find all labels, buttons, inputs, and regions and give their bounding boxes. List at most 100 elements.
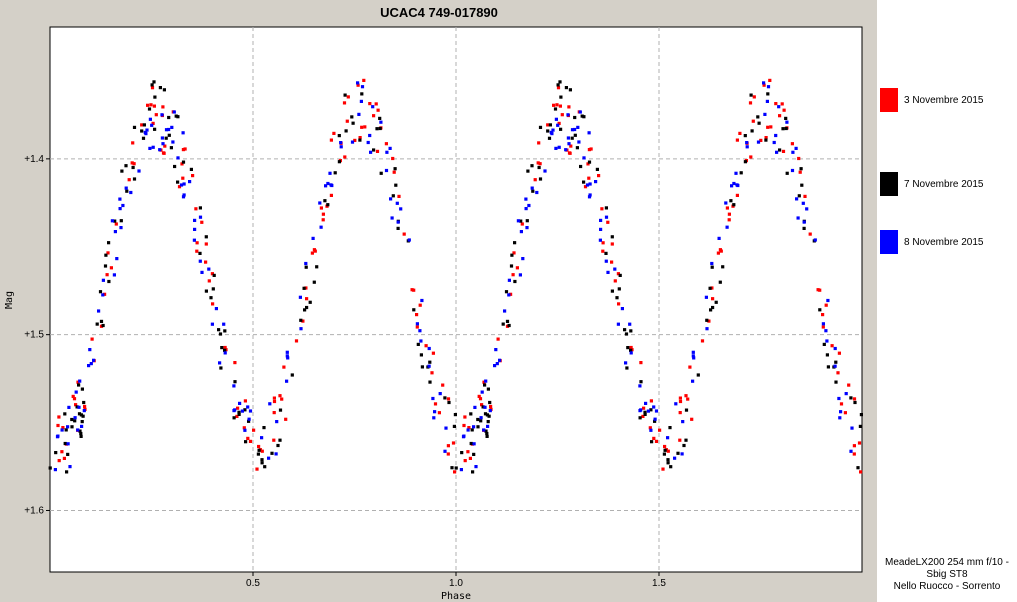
data-point-series-1	[556, 83, 560, 87]
data-point-series-1	[378, 116, 382, 120]
data-point-series-0	[200, 220, 204, 224]
data-point-series-0	[57, 459, 61, 463]
data-point-series-2	[286, 356, 290, 360]
data-point-series-1	[469, 412, 473, 416]
data-point-series-1	[825, 353, 829, 357]
data-point-series-2	[813, 238, 817, 242]
data-point-series-2	[498, 358, 502, 362]
data-point-series-0	[235, 414, 239, 418]
data-point-series-0	[391, 156, 395, 161]
data-point-series-0	[601, 249, 605, 253]
data-point-series-2	[570, 128, 575, 132]
data-point-series-0	[836, 371, 840, 375]
data-point-series-1	[537, 165, 541, 170]
data-point-series-1	[785, 171, 789, 175]
data-point-series-0	[204, 260, 208, 264]
data-point-series-2	[850, 426, 854, 430]
data-point-series-1	[684, 408, 689, 412]
data-point-series-0	[301, 319, 305, 323]
data-point-series-1	[167, 115, 171, 120]
data-point-series-1	[391, 194, 395, 198]
data-point-series-2	[118, 207, 122, 211]
data-point-series-2	[150, 123, 154, 127]
data-point-series-1	[505, 319, 510, 323]
data-point-series-0	[678, 411, 682, 415]
data-point-series-1	[77, 412, 82, 416]
data-point-series-2	[188, 180, 192, 184]
data-point-series-1	[198, 251, 202, 255]
data-point-series-0	[140, 123, 144, 127]
data-point-series-0	[236, 406, 240, 410]
data-point-series-2	[599, 227, 603, 231]
data-point-series-1	[721, 265, 725, 269]
data-point-series-0	[362, 78, 366, 82]
data-point-series-2	[419, 339, 423, 343]
data-point-series-2	[681, 420, 685, 424]
data-point-series-0	[661, 467, 665, 471]
data-point-series-2	[389, 197, 393, 201]
data-point-series-0	[181, 176, 185, 180]
data-point-series-2	[616, 322, 620, 326]
data-point-series-2	[415, 322, 419, 326]
data-point-series-1	[610, 289, 614, 293]
data-point-series-0	[345, 119, 349, 123]
data-point-series-0	[569, 144, 573, 148]
data-point-series-1	[573, 133, 577, 137]
data-point-series-2	[161, 142, 165, 146]
data-point-series-1	[743, 160, 747, 164]
grid-lines	[50, 27, 862, 572]
data-point-series-0	[130, 161, 134, 165]
data-point-series-1	[416, 342, 420, 346]
data-point-series-2	[725, 225, 729, 229]
data-point-series-1	[756, 115, 760, 119]
data-point-series-0	[368, 102, 372, 106]
data-point-series-2	[118, 197, 122, 201]
data-point-series-0	[223, 345, 227, 350]
data-point-series-0	[489, 404, 493, 409]
data-point-series-1	[504, 290, 509, 294]
data-point-series-2	[121, 203, 125, 208]
data-point-series-0	[453, 470, 457, 474]
credit-line-1: MeadeLX200 254 mm f/10 -	[885, 557, 1009, 568]
data-point-series-2	[730, 184, 734, 188]
data-point-series-2	[766, 85, 771, 89]
data-point-series-2	[164, 128, 169, 132]
data-point-series-1	[169, 146, 173, 150]
data-point-series-1	[101, 323, 105, 328]
data-point-series-0	[751, 119, 755, 123]
data-point-series-1	[141, 136, 146, 140]
data-point-series-2	[193, 227, 197, 231]
data-point-series-1	[419, 353, 423, 357]
data-point-series-1	[481, 405, 485, 409]
data-point-series-2	[466, 428, 470, 432]
data-point-series-0	[61, 426, 65, 430]
data-point-series-1	[176, 180, 180, 184]
data-point-series-0	[690, 417, 694, 421]
data-point-series-1	[472, 452, 476, 456]
data-point-series-2	[275, 420, 279, 424]
data-point-series-2	[198, 215, 203, 219]
data-point-series-2	[420, 298, 424, 303]
data-point-series-0	[749, 155, 753, 159]
data-point-series-2	[644, 401, 648, 405]
data-point-series-1	[443, 396, 447, 400]
data-point-series-0	[678, 399, 683, 404]
data-point-series-0	[418, 303, 422, 307]
data-point-series-1	[858, 424, 862, 428]
data-point-series-2	[319, 225, 323, 229]
data-point-series-1	[476, 425, 480, 429]
data-point-series-1	[469, 441, 473, 446]
data-point-series-0	[798, 170, 802, 174]
data-point-series-0	[415, 325, 419, 329]
data-point-series-2	[78, 379, 82, 383]
data-point-series-2	[379, 120, 383, 124]
data-point-series-2	[285, 354, 289, 358]
data-point-series-0	[181, 148, 185, 152]
data-point-series-1	[211, 287, 215, 291]
data-point-series-0	[552, 103, 556, 107]
data-point-series-1	[682, 443, 686, 448]
data-point-series-2	[298, 295, 302, 299]
data-point-series-2	[181, 131, 185, 135]
data-point-series-2	[193, 218, 197, 222]
data-point-series-2	[472, 442, 476, 446]
